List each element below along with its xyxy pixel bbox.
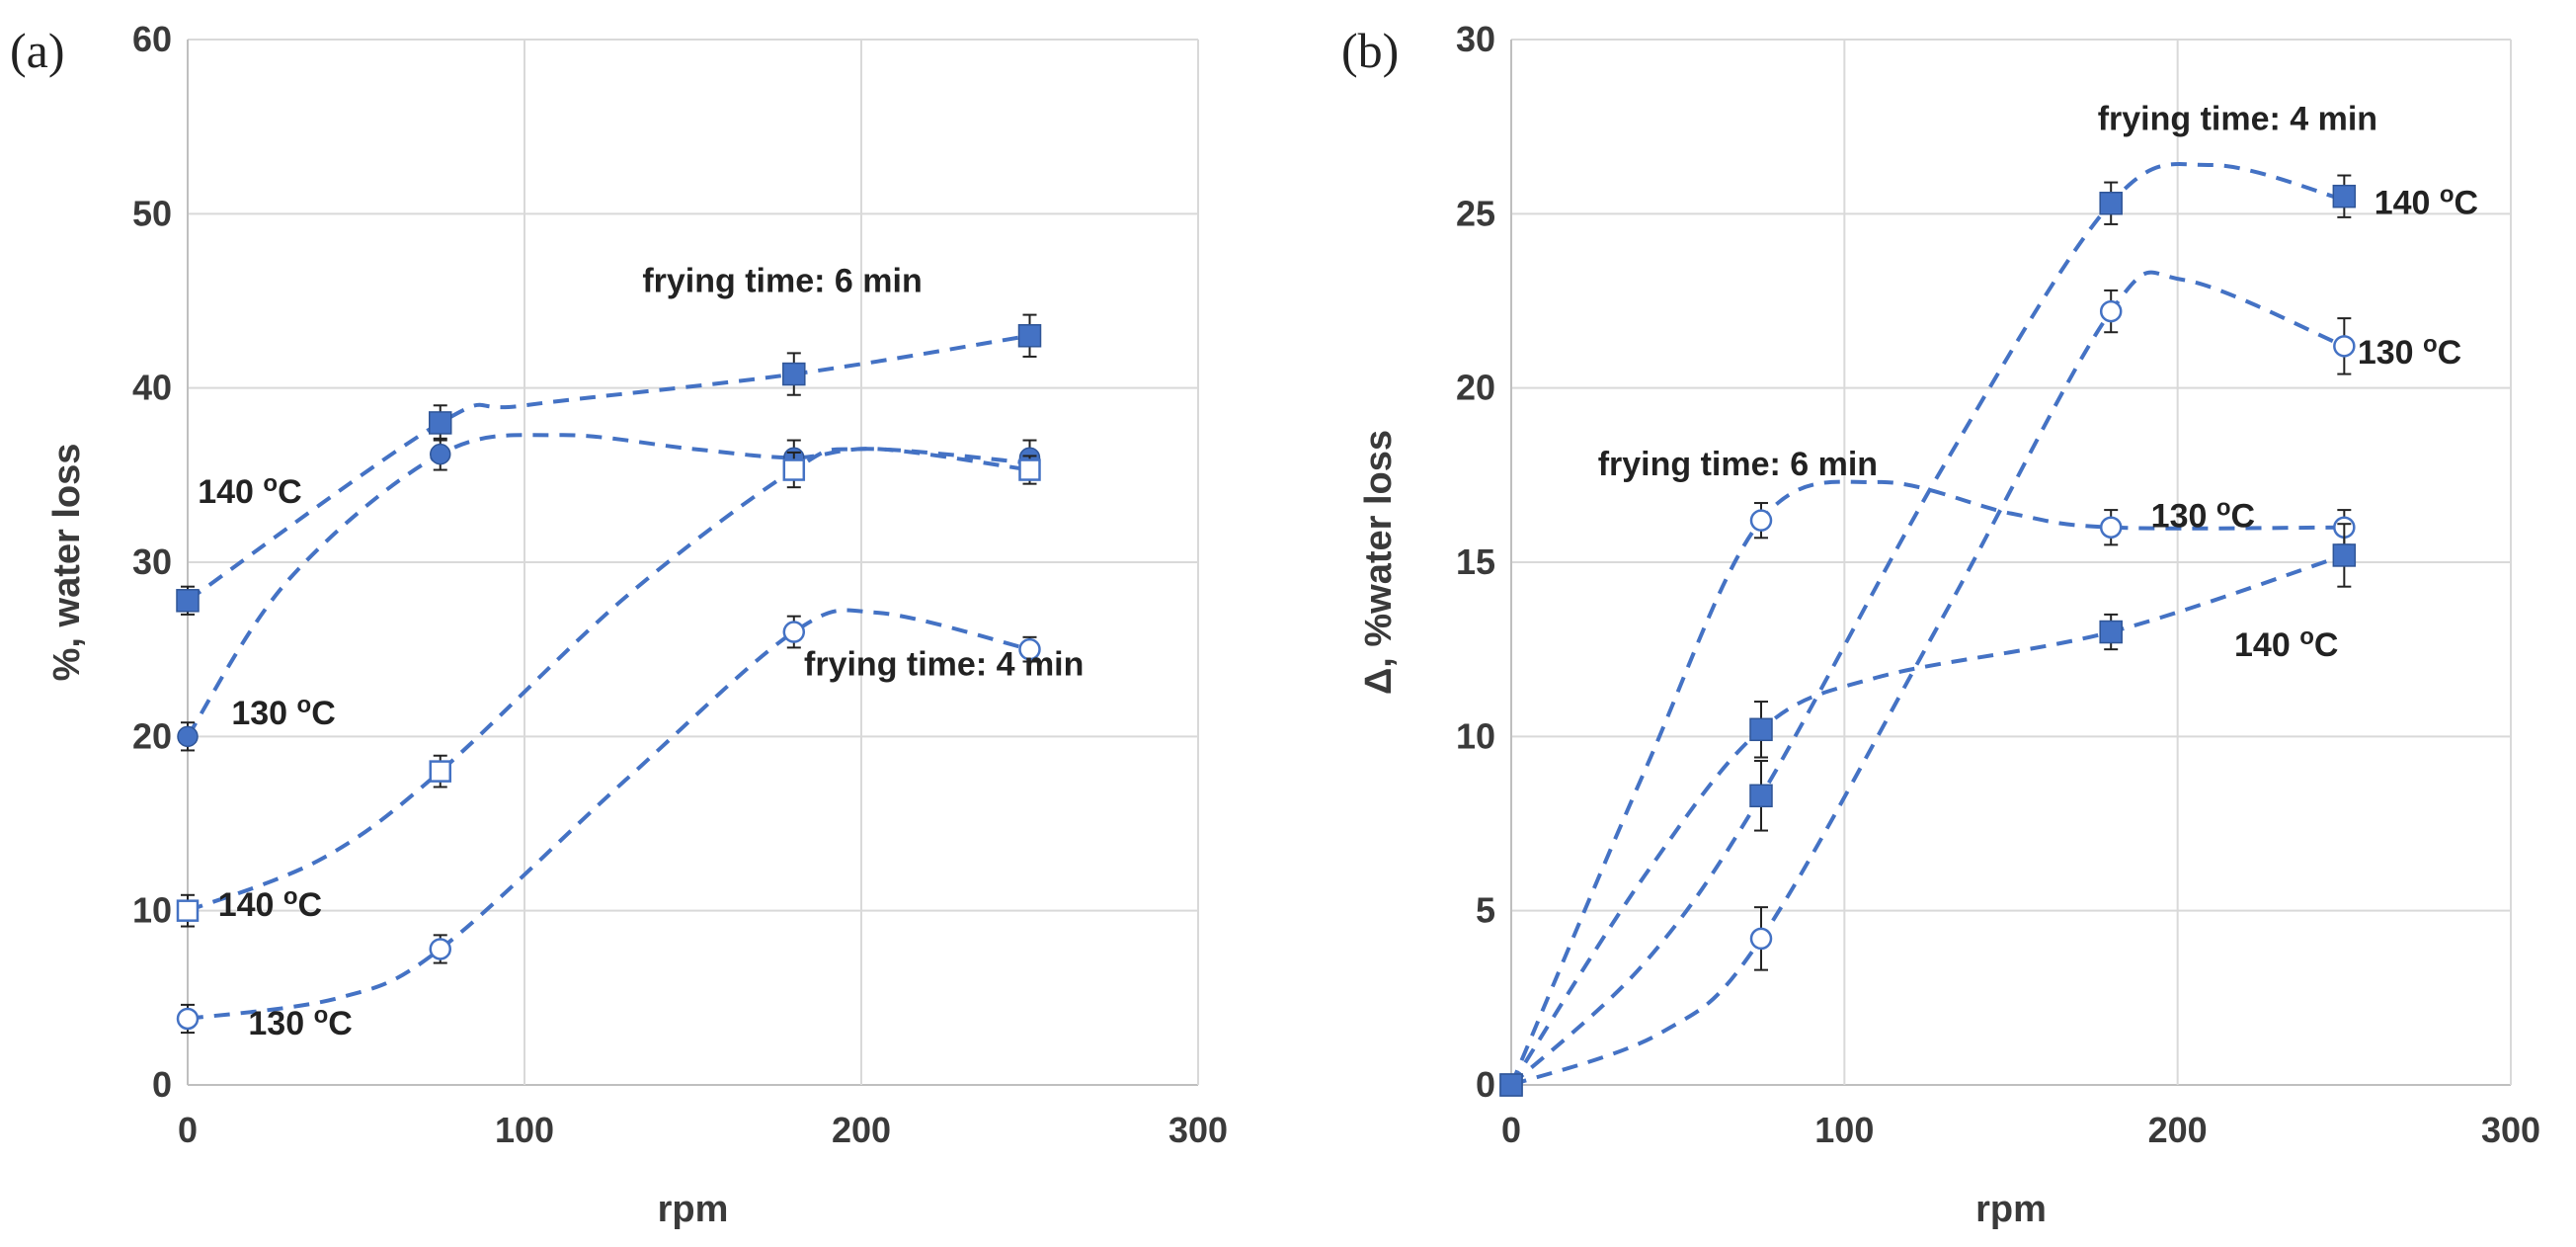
data-point-square [2332,184,2357,208]
data-point-open-circle [2099,516,2123,539]
y-tick-label: 60 [132,19,172,59]
y-tick-label: 50 [132,193,172,233]
data-point-open-circle [1749,927,1773,951]
series-3 [176,447,1041,928]
series-line [187,608,1030,1021]
annotation-label: frying time: 6 min [642,263,922,300]
y-tick-label: 25 [1456,193,1495,233]
y-tick-label: 10 [132,890,172,931]
series-1 [1499,162,2357,1097]
y-tick-label: 40 [132,368,172,408]
y-axis-title: %, water loss [46,444,88,682]
chart-panel-a: 0 10 20 30 40 50 60 0 100 200 300 rpm %, water loss (… [10,19,1228,1230]
data-point-open-square [1018,458,1041,481]
annotation-label: 130 oC [231,692,335,732]
series-3 [1499,479,2356,1097]
series-line [186,333,1030,603]
data-point-open-circle [1018,637,1041,661]
x-tick-label: 200 [2148,1110,2208,1150]
panel-label: (a) [10,23,65,78]
series-line [187,447,1030,913]
x-tick-label: 100 [495,1110,554,1150]
data-point-square [2332,543,2357,567]
data-point-open-circle [2099,299,2123,323]
data-point-open-circle [782,621,806,643]
series-line [186,433,1030,738]
data-point-circle [430,443,451,465]
y-tick-label: 0 [1476,1064,1495,1105]
y-tick-label: 20 [1456,368,1495,408]
x-tick-label: 300 [1168,1110,1228,1150]
data-point-square [1749,784,1773,808]
annotation-label: 130 oC [248,1002,352,1042]
data-point-square [1017,324,1042,348]
annotation-label: 140 oC [218,883,322,924]
data-point-square [2099,192,2123,215]
series-4 [1499,523,2357,1097]
data-point-square [782,362,806,386]
data-point-open-square [176,899,200,922]
annotation-label: 130 oC [2151,495,2255,536]
y-axis-title: Δ, %water loss [1358,430,1400,695]
series-4 [176,608,1041,1035]
x-axis-title: rpm [658,1189,729,1230]
series-line [1509,479,2345,1086]
y-tick-label: 0 [152,1064,172,1105]
series-line [1509,162,2345,1087]
x-tick-label: 0 [1501,1110,1521,1150]
data-point-open-square [429,760,451,783]
annotation-label: 140 oC [2234,624,2338,664]
data-point-square [2099,620,2123,644]
annotation-label: 140 oC [198,470,301,511]
data-point-open-circle [1749,509,1773,532]
data-point-open-circle [429,938,451,960]
x-tick-label: 0 [178,1110,198,1150]
x-tick-label: 200 [832,1110,891,1150]
data-point-open-square [782,458,806,481]
series-1 [176,313,1042,616]
series-2 [1499,270,2356,1097]
annotation-label: frying time: 6 min [1598,446,1878,483]
x-axis-title: rpm [1975,1189,2047,1230]
y-tick-label: 20 [132,715,172,756]
data-point-square [429,411,452,435]
x-tick-label: 300 [2481,1110,2540,1150]
panel-label: (b) [1341,23,1399,78]
annotation-label: frying time: 4 min [804,646,1084,684]
series-line [1509,553,2345,1087]
data-point-square [1499,1073,1523,1097]
data-point-open-circle [176,1007,200,1031]
x-tick-label: 100 [1814,1110,1874,1150]
y-tick-label: 5 [1476,890,1495,931]
annotation-label: 140 oC [2375,181,2478,221]
y-tick-label: 30 [1456,19,1495,59]
data-point-open-circle [2333,335,2356,358]
y-tick-label: 10 [1456,715,1495,756]
annotation-label: frying time: 4 min [2098,101,2377,138]
annotation-label: 130 oC [2358,331,2461,372]
y-tick-label: 15 [1456,541,1495,582]
data-point-square [176,589,200,613]
data-point-square [1749,717,1773,742]
data-point-circle [177,725,199,748]
series-line [1510,270,2346,1087]
y-tick-label: 30 [132,541,172,582]
